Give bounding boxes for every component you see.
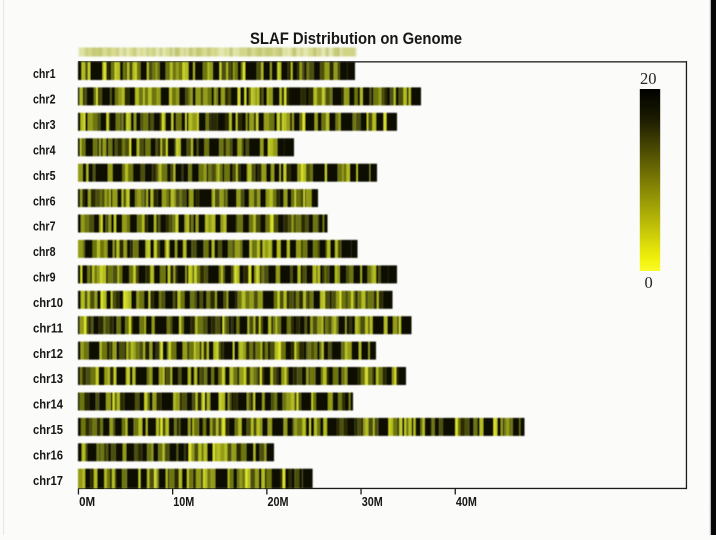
svg-text:40M: 40M bbox=[456, 494, 477, 509]
svg-text:chr8: chr8 bbox=[33, 245, 56, 259]
svg-text:10M: 10M bbox=[173, 494, 194, 509]
svg-text:chr15: chr15 bbox=[33, 423, 63, 437]
svg-text:30M: 30M bbox=[362, 494, 383, 509]
svg-text:chr17: chr17 bbox=[33, 474, 63, 488]
svg-text:chr9: chr9 bbox=[33, 271, 56, 285]
svg-text:SLAF Distribution on Genome: SLAF Distribution on Genome bbox=[250, 29, 462, 48]
svg-text:chr11: chr11 bbox=[33, 321, 63, 335]
svg-text:0M: 0M bbox=[79, 494, 95, 509]
svg-text:20: 20 bbox=[640, 69, 657, 88]
svg-text:0: 0 bbox=[644, 273, 652, 292]
svg-text:20M: 20M bbox=[268, 494, 289, 509]
svg-text:chr16: chr16 bbox=[33, 449, 63, 463]
svg-text:chr12: chr12 bbox=[33, 347, 63, 361]
svg-text:chr5: chr5 bbox=[33, 169, 56, 183]
svg-text:chr4: chr4 bbox=[33, 144, 56, 158]
svg-text:chr2: chr2 bbox=[33, 93, 56, 107]
svg-text:chr3: chr3 bbox=[33, 118, 56, 132]
svg-text:chr6: chr6 bbox=[33, 194, 56, 208]
svg-text:chr13: chr13 bbox=[33, 372, 63, 386]
svg-text:chr7: chr7 bbox=[33, 220, 56, 234]
svg-text:chr10: chr10 bbox=[33, 296, 63, 310]
svg-text:chr1: chr1 bbox=[33, 67, 56, 81]
svg-text:chr14: chr14 bbox=[33, 398, 63, 412]
